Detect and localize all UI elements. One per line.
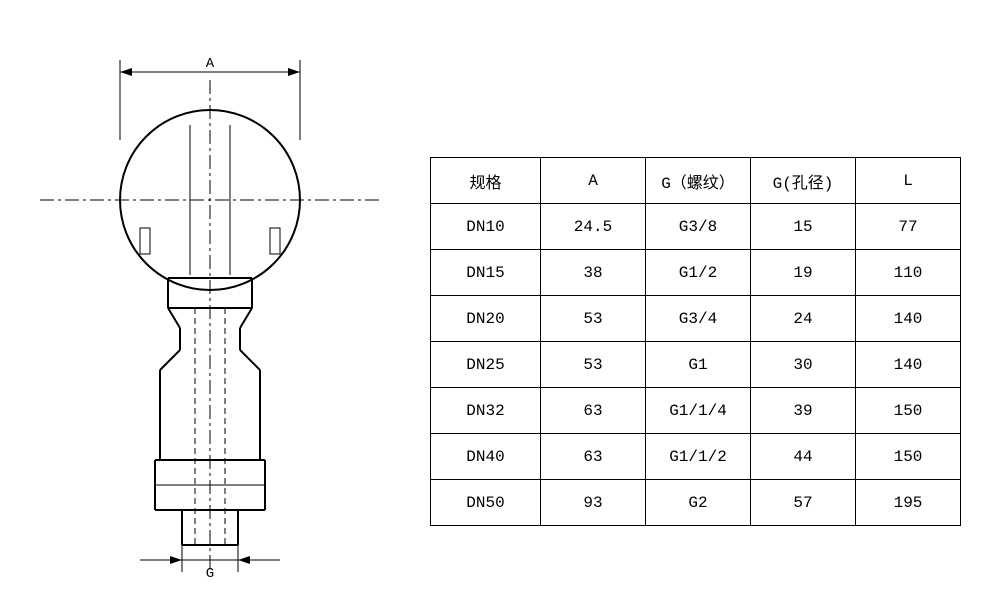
cell: 63 [541, 434, 646, 480]
cell: DN32 [431, 388, 541, 434]
table-row: DN15 38 G1/2 19 110 [431, 250, 961, 296]
cell: 39 [751, 388, 856, 434]
table-header-row: 规格 A G（螺纹） G(孔径) L [431, 158, 961, 204]
table-row: DN32 63 G1/1/4 39 150 [431, 388, 961, 434]
spec-table: 规格 A G（螺纹） G(孔径) L DN10 24.5 G3/8 15 77 … [430, 157, 961, 526]
cell: 53 [541, 296, 646, 342]
cell: DN20 [431, 296, 541, 342]
table-row: DN20 53 G3/4 24 140 [431, 296, 961, 342]
col-header: G（螺纹） [646, 158, 751, 204]
cell: 53 [541, 342, 646, 388]
cell: G1/1/2 [646, 434, 751, 480]
cell: 24.5 [541, 204, 646, 250]
cell: DN25 [431, 342, 541, 388]
dim-label-g: G [206, 566, 214, 582]
cell: DN40 [431, 434, 541, 480]
cell: 150 [856, 434, 961, 480]
cell: 38 [541, 250, 646, 296]
cell: 63 [541, 388, 646, 434]
cell: G3/8 [646, 204, 751, 250]
cell: G2 [646, 480, 751, 526]
table-row: DN10 24.5 G3/8 15 77 [431, 204, 961, 250]
cell: 140 [856, 342, 961, 388]
cell: 24 [751, 296, 856, 342]
cell: 30 [751, 342, 856, 388]
table-row: DN25 53 G1 30 140 [431, 342, 961, 388]
col-header: G(孔径) [751, 158, 856, 204]
page: A [0, 0, 1000, 615]
cell: DN15 [431, 250, 541, 296]
cell: G1/1/4 [646, 388, 751, 434]
cell: 140 [856, 296, 961, 342]
table-row: DN40 63 G1/1/2 44 150 [431, 434, 961, 480]
table-row: DN50 93 G2 57 195 [431, 480, 961, 526]
cell: G1/2 [646, 250, 751, 296]
cell: DN50 [431, 480, 541, 526]
cell: 150 [856, 388, 961, 434]
cell: G3/4 [646, 296, 751, 342]
spec-table-container: 规格 A G（螺纹） G(孔径) L DN10 24.5 G3/8 15 77 … [430, 157, 960, 526]
table-body: DN10 24.5 G3/8 15 77 DN15 38 G1/2 19 110… [431, 204, 961, 526]
col-header: A [541, 158, 646, 204]
cell: 93 [541, 480, 646, 526]
technical-drawing: A [40, 50, 400, 590]
cell: 57 [751, 480, 856, 526]
cell: 15 [751, 204, 856, 250]
cell: 44 [751, 434, 856, 480]
cell: DN10 [431, 204, 541, 250]
cell: 110 [856, 250, 961, 296]
cell: 77 [856, 204, 961, 250]
cell: 19 [751, 250, 856, 296]
col-header: L [856, 158, 961, 204]
cell: 195 [856, 480, 961, 526]
col-header: 规格 [431, 158, 541, 204]
dim-label-a: A [206, 56, 215, 72]
cell: G1 [646, 342, 751, 388]
